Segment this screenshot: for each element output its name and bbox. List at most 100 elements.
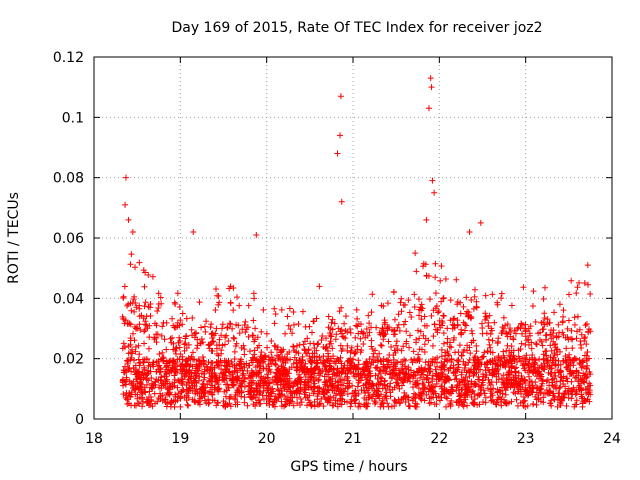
data-point bbox=[271, 320, 278, 327]
data-point bbox=[489, 397, 496, 404]
data-point bbox=[418, 371, 425, 378]
data-point bbox=[391, 316, 398, 323]
data-point bbox=[239, 367, 246, 374]
data-point bbox=[569, 388, 576, 395]
data-point bbox=[240, 342, 247, 349]
data-point bbox=[366, 356, 373, 363]
data-point bbox=[337, 328, 344, 335]
data-point bbox=[444, 375, 451, 382]
data-point bbox=[276, 372, 283, 379]
data-point bbox=[455, 358, 462, 365]
data-point bbox=[544, 359, 551, 366]
data-point bbox=[371, 397, 378, 404]
data-point bbox=[533, 341, 540, 348]
data-point bbox=[338, 347, 345, 354]
data-point bbox=[410, 348, 417, 355]
data-point bbox=[408, 313, 415, 320]
data-point bbox=[231, 355, 238, 362]
data-point bbox=[268, 338, 275, 345]
data-point bbox=[274, 344, 281, 351]
data-point bbox=[414, 327, 421, 334]
data-point bbox=[166, 358, 173, 365]
data-point bbox=[553, 346, 560, 353]
data-point bbox=[484, 364, 491, 371]
data-point bbox=[302, 373, 309, 380]
data-point bbox=[214, 350, 221, 357]
data-point bbox=[136, 351, 143, 358]
data-point bbox=[487, 386, 494, 393]
data-point bbox=[414, 401, 421, 408]
data-point bbox=[361, 401, 368, 408]
data-point bbox=[206, 388, 213, 395]
data-point bbox=[167, 335, 174, 342]
data-point bbox=[320, 390, 327, 397]
data-point bbox=[501, 354, 508, 361]
data-point bbox=[158, 356, 165, 363]
data-point bbox=[152, 320, 159, 327]
data-point bbox=[448, 397, 455, 404]
data-point bbox=[277, 381, 284, 388]
data-point bbox=[225, 337, 232, 344]
data-point bbox=[364, 332, 371, 339]
data-point bbox=[181, 370, 188, 377]
data-point bbox=[214, 292, 221, 299]
data-point bbox=[139, 403, 146, 410]
data-point bbox=[201, 397, 208, 404]
data-point bbox=[212, 307, 219, 314]
data-point bbox=[571, 314, 578, 321]
data-point bbox=[467, 389, 474, 396]
data-point bbox=[324, 357, 331, 364]
data-point bbox=[246, 362, 253, 369]
x-tick-label: 20 bbox=[258, 431, 276, 447]
data-point bbox=[134, 325, 141, 332]
data-point bbox=[444, 388, 451, 395]
data-point bbox=[238, 393, 245, 400]
data-point bbox=[445, 376, 452, 383]
data-point bbox=[129, 228, 136, 235]
data-point bbox=[208, 371, 215, 378]
data-point bbox=[267, 369, 274, 376]
data-point bbox=[157, 396, 164, 403]
data-point bbox=[583, 341, 590, 348]
data-point bbox=[216, 336, 223, 343]
data-point bbox=[413, 268, 420, 275]
data-point bbox=[193, 362, 200, 369]
data-point bbox=[140, 359, 147, 366]
data-point bbox=[392, 372, 399, 379]
data-point bbox=[579, 395, 586, 402]
data-point bbox=[177, 403, 184, 410]
data-point bbox=[522, 403, 529, 410]
data-point bbox=[188, 370, 195, 377]
data-point bbox=[135, 374, 142, 381]
data-point bbox=[528, 345, 535, 352]
data-point bbox=[329, 345, 336, 352]
data-point bbox=[213, 359, 220, 366]
data-point bbox=[487, 331, 494, 338]
data-point bbox=[134, 400, 141, 407]
data-point bbox=[143, 370, 150, 377]
data-point bbox=[402, 301, 409, 308]
data-point bbox=[584, 348, 591, 355]
data-point bbox=[488, 397, 495, 404]
data-point bbox=[282, 372, 289, 379]
data-point bbox=[351, 350, 358, 357]
data-point bbox=[564, 354, 571, 361]
data-point bbox=[290, 308, 297, 315]
data-point bbox=[245, 333, 252, 340]
data-point bbox=[131, 308, 138, 315]
data-point bbox=[576, 279, 583, 286]
data-point bbox=[206, 399, 213, 406]
data-point bbox=[568, 335, 575, 342]
data-point bbox=[545, 369, 552, 376]
data-point bbox=[297, 396, 304, 403]
data-point bbox=[226, 320, 233, 327]
data-point bbox=[296, 390, 303, 397]
data-point bbox=[476, 360, 483, 367]
data-point bbox=[511, 327, 518, 334]
data-point bbox=[477, 219, 484, 226]
data-point bbox=[447, 297, 454, 304]
data-point bbox=[216, 341, 223, 348]
data-point bbox=[546, 382, 553, 389]
data-point bbox=[327, 393, 334, 400]
